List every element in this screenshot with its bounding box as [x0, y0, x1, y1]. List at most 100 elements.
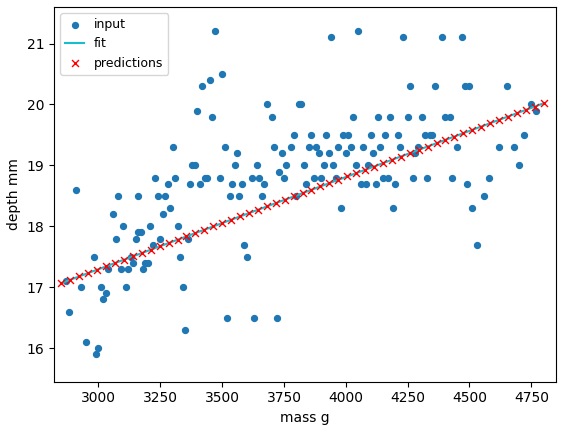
input	[398, 34, 407, 41]
input	[275, 168, 284, 175]
input	[82, 339, 91, 346]
input	[171, 174, 180, 181]
predictions	[360, 166, 369, 173]
predictions	[253, 206, 262, 213]
Y-axis label: depth mm: depth mm	[7, 159, 21, 230]
predictions	[146, 246, 155, 253]
input	[168, 144, 177, 151]
input	[418, 113, 427, 120]
predictions	[307, 186, 316, 193]
input	[346, 144, 355, 151]
input	[200, 174, 209, 181]
input	[250, 314, 259, 321]
predictions	[334, 176, 343, 183]
input	[515, 162, 524, 169]
input	[307, 131, 316, 138]
input	[378, 174, 387, 181]
input	[510, 144, 519, 151]
input	[421, 131, 430, 138]
input	[260, 180, 269, 187]
input	[430, 83, 439, 89]
predictions	[75, 273, 84, 280]
input	[62, 278, 71, 285]
predictions	[66, 276, 75, 283]
input	[465, 83, 474, 89]
input	[453, 144, 462, 151]
fit	[464, 129, 471, 134]
predictions	[486, 120, 495, 127]
input	[144, 260, 153, 267]
input	[257, 192, 266, 199]
input	[369, 150, 378, 157]
predictions	[235, 213, 244, 220]
input	[163, 180, 172, 187]
input	[332, 174, 341, 181]
input	[176, 254, 185, 260]
input	[151, 174, 160, 181]
input	[344, 131, 353, 138]
input	[77, 284, 86, 291]
predictions	[164, 240, 173, 247]
input	[161, 192, 170, 199]
predictions	[244, 210, 253, 216]
input	[309, 174, 318, 181]
input	[243, 254, 252, 260]
input	[272, 314, 281, 321]
predictions	[226, 216, 235, 223]
fit	[60, 280, 66, 285]
input	[351, 162, 360, 169]
input	[359, 144, 368, 151]
input	[149, 241, 158, 248]
Line: fit: fit	[61, 103, 544, 283]
input	[289, 131, 298, 138]
input	[235, 192, 244, 199]
predictions	[325, 180, 334, 187]
input	[423, 174, 432, 181]
input	[94, 345, 103, 352]
input	[227, 180, 236, 187]
input	[391, 180, 400, 187]
input	[210, 28, 219, 35]
predictions	[343, 173, 352, 180]
input	[520, 131, 529, 138]
input	[383, 174, 392, 181]
predictions	[530, 103, 539, 110]
input	[297, 101, 306, 108]
input	[99, 296, 108, 303]
input	[208, 113, 217, 120]
input	[321, 131, 330, 138]
input	[131, 235, 140, 242]
input	[138, 266, 148, 273]
input	[386, 113, 395, 120]
input	[158, 211, 167, 218]
predictions	[280, 197, 289, 203]
input	[405, 83, 414, 89]
input	[133, 229, 142, 236]
input	[96, 284, 105, 291]
input	[156, 235, 165, 242]
input	[230, 162, 239, 169]
fit	[353, 170, 360, 175]
input	[222, 314, 231, 321]
predictions	[521, 106, 530, 113]
input	[133, 192, 142, 199]
input	[532, 107, 541, 114]
input	[287, 144, 296, 151]
input	[240, 241, 249, 248]
input	[218, 70, 227, 77]
input	[166, 205, 175, 212]
input	[300, 162, 309, 169]
input	[376, 144, 385, 151]
predictions	[396, 153, 405, 160]
input	[336, 205, 345, 212]
input	[396, 144, 405, 151]
input	[267, 113, 276, 120]
predictions	[512, 110, 521, 117]
input	[334, 144, 343, 151]
input	[410, 150, 419, 157]
predictions	[477, 123, 486, 130]
input	[381, 131, 390, 138]
input	[225, 192, 234, 199]
input	[413, 144, 422, 151]
input	[314, 150, 323, 157]
